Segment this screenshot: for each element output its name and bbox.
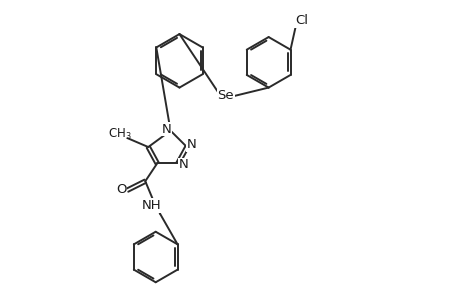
Text: Se: Se [217, 88, 233, 101]
Text: NH: NH [141, 199, 161, 212]
Text: O: O [116, 183, 127, 196]
Text: N: N [178, 158, 188, 171]
Text: CH$_3$: CH$_3$ [108, 127, 132, 142]
Text: N: N [161, 123, 171, 136]
Text: Cl: Cl [294, 14, 307, 27]
Text: N: N [186, 138, 196, 151]
